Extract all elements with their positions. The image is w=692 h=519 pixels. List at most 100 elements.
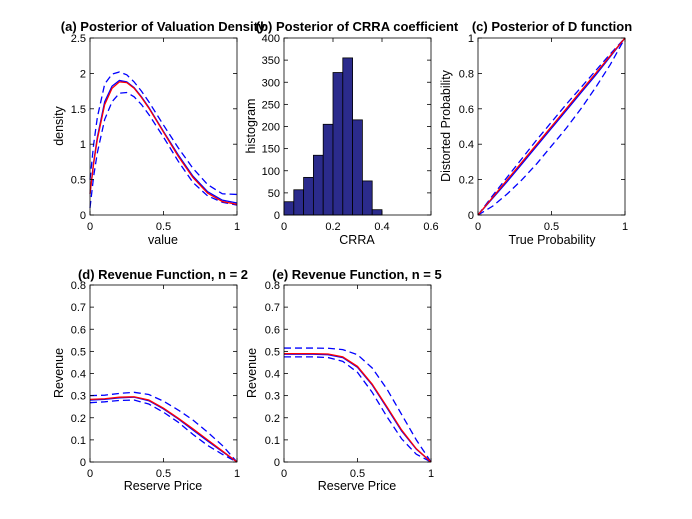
x-tick-label: 0.5 xyxy=(156,468,171,480)
panel-b-crra-histogram: (b) Posterior of CRRA coefficient CRRA h… xyxy=(244,19,459,247)
x-tick-label: 0 xyxy=(475,221,481,233)
series-line-mean xyxy=(477,37,626,216)
plot-area xyxy=(90,38,237,215)
x-tick-label: 0.6 xyxy=(423,221,438,233)
y-tick-label: 0.4 xyxy=(459,139,474,151)
histogram-bar xyxy=(332,72,344,216)
x-tick-label: 1 xyxy=(622,221,628,233)
x-tick-label: 0 xyxy=(87,221,93,233)
y-tick-label: 0.6 xyxy=(459,104,474,116)
panel-b-title: (b) Posterior of CRRA coefficient xyxy=(256,19,459,34)
panel-e-ylabel: Revenue xyxy=(245,348,259,398)
series-line-true xyxy=(89,396,238,463)
y-tick-label: 0.2 xyxy=(459,175,474,187)
panel-a-xlabel: value xyxy=(148,233,178,247)
y-tick-label: 0.3 xyxy=(71,391,86,403)
y-tick-label: 0 xyxy=(468,210,474,222)
panel-a-valuation-density: (a) Posterior of Valuation Density value… xyxy=(52,19,266,247)
y-tick-label: 0 xyxy=(80,457,86,469)
y-tick-label: 0 xyxy=(274,457,280,469)
y-tick-label: 1.5 xyxy=(71,104,86,116)
y-tick-label: 0 xyxy=(274,210,280,222)
histogram-bar xyxy=(293,189,304,216)
histogram-bar xyxy=(342,57,353,216)
y-tick-label: 0.5 xyxy=(71,346,86,358)
y-tick-label: 2.5 xyxy=(71,33,86,45)
histogram-bar xyxy=(283,201,295,216)
y-tick-label: 0.7 xyxy=(265,302,280,314)
panel-b-ylabel: histogram xyxy=(244,99,258,154)
x-tick-label: 1 xyxy=(234,468,240,480)
panel-c-distortion-function: (c) Posterior of D function True Probabi… xyxy=(439,19,632,247)
series-line-true xyxy=(89,81,238,206)
panel-e-title: (e) Revenue Function, n = 5 xyxy=(272,267,441,282)
x-tick-label: 1 xyxy=(428,468,434,480)
plot-area xyxy=(90,285,237,462)
y-tick-label: 0.6 xyxy=(71,324,86,336)
x-tick-label: 0.5 xyxy=(156,221,171,233)
y-tick-label: 1 xyxy=(468,33,474,45)
y-tick-label: 300 xyxy=(262,77,280,89)
y-tick-label: 100 xyxy=(262,166,280,178)
series-line-true xyxy=(284,352,432,463)
x-tick-label: 0 xyxy=(281,221,287,233)
series-line-upper xyxy=(89,391,238,463)
histogram-bar xyxy=(361,180,373,216)
series-line-upper xyxy=(89,71,238,196)
histogram-bar xyxy=(322,123,334,216)
series-line-lower xyxy=(89,91,238,208)
panel-a-title: (a) Posterior of Valuation Density xyxy=(61,19,266,34)
panel-d-xlabel: Reserve Price xyxy=(124,479,203,493)
y-tick-label: 0.6 xyxy=(265,324,280,336)
panel-d-title: (d) Revenue Function, n = 2 xyxy=(78,267,248,282)
x-tick-label: 0.5 xyxy=(350,468,365,480)
y-tick-label: 400 xyxy=(262,33,280,45)
y-tick-label: 0 xyxy=(80,210,86,222)
histogram-bar xyxy=(352,119,363,216)
x-tick-label: 0 xyxy=(281,468,287,480)
panel-d-revenue-n2: (d) Revenue Function, n = 2 Reserve Pric… xyxy=(52,267,248,493)
histogram-bar xyxy=(312,154,324,216)
histogram-bar xyxy=(303,176,314,216)
y-tick-label: 0.5 xyxy=(265,346,280,358)
series-line-lower xyxy=(477,37,626,216)
panel-c-xlabel: True Probability xyxy=(508,233,596,247)
series-line-true xyxy=(477,37,626,216)
x-tick-label: 1 xyxy=(234,221,240,233)
y-tick-label: 50 xyxy=(268,188,280,200)
panel-b-xlabel: CRRA xyxy=(339,233,375,247)
panel-a-ylabel: density xyxy=(52,105,66,145)
series-line-upper xyxy=(284,347,432,463)
series-line-lower xyxy=(284,356,432,463)
y-tick-label: 2 xyxy=(80,68,86,80)
y-tick-label: 250 xyxy=(262,99,280,111)
y-tick-label: 0.1 xyxy=(265,435,280,447)
y-tick-label: 200 xyxy=(262,122,280,134)
panel-e-revenue-n5: (e) Revenue Function, n = 5 Reserve Pric… xyxy=(245,267,442,493)
series-line-upper xyxy=(477,37,626,216)
x-tick-label: 0.2 xyxy=(325,221,340,233)
x-tick-label: 0.5 xyxy=(544,221,559,233)
y-tick-label: 0.8 xyxy=(71,280,86,292)
y-tick-label: 350 xyxy=(262,55,280,67)
panel-c-ylabel: Distorted Probability xyxy=(439,69,453,182)
panel-d-ylabel: Revenue xyxy=(52,348,66,398)
panel-c-title: (c) Posterior of D function xyxy=(472,19,632,34)
y-tick-label: 0.4 xyxy=(71,369,86,381)
y-tick-label: 0.2 xyxy=(71,413,86,425)
y-tick-label: 0.8 xyxy=(459,68,474,80)
plot-area xyxy=(284,285,431,462)
x-tick-label: 0.4 xyxy=(374,221,389,233)
histogram-bar xyxy=(371,209,383,216)
y-tick-label: 150 xyxy=(262,144,280,156)
y-tick-label: 0.7 xyxy=(71,302,86,314)
y-tick-label: 0.1 xyxy=(71,435,86,447)
y-tick-label: 0.5 xyxy=(71,175,86,187)
panel-e-xlabel: Reserve Price xyxy=(318,479,397,493)
y-tick-label: 0.4 xyxy=(265,369,280,381)
y-tick-label: 1 xyxy=(80,139,86,151)
y-tick-label: 0.3 xyxy=(265,391,280,403)
series-line-lower xyxy=(89,399,238,463)
x-tick-label: 0 xyxy=(87,468,93,480)
